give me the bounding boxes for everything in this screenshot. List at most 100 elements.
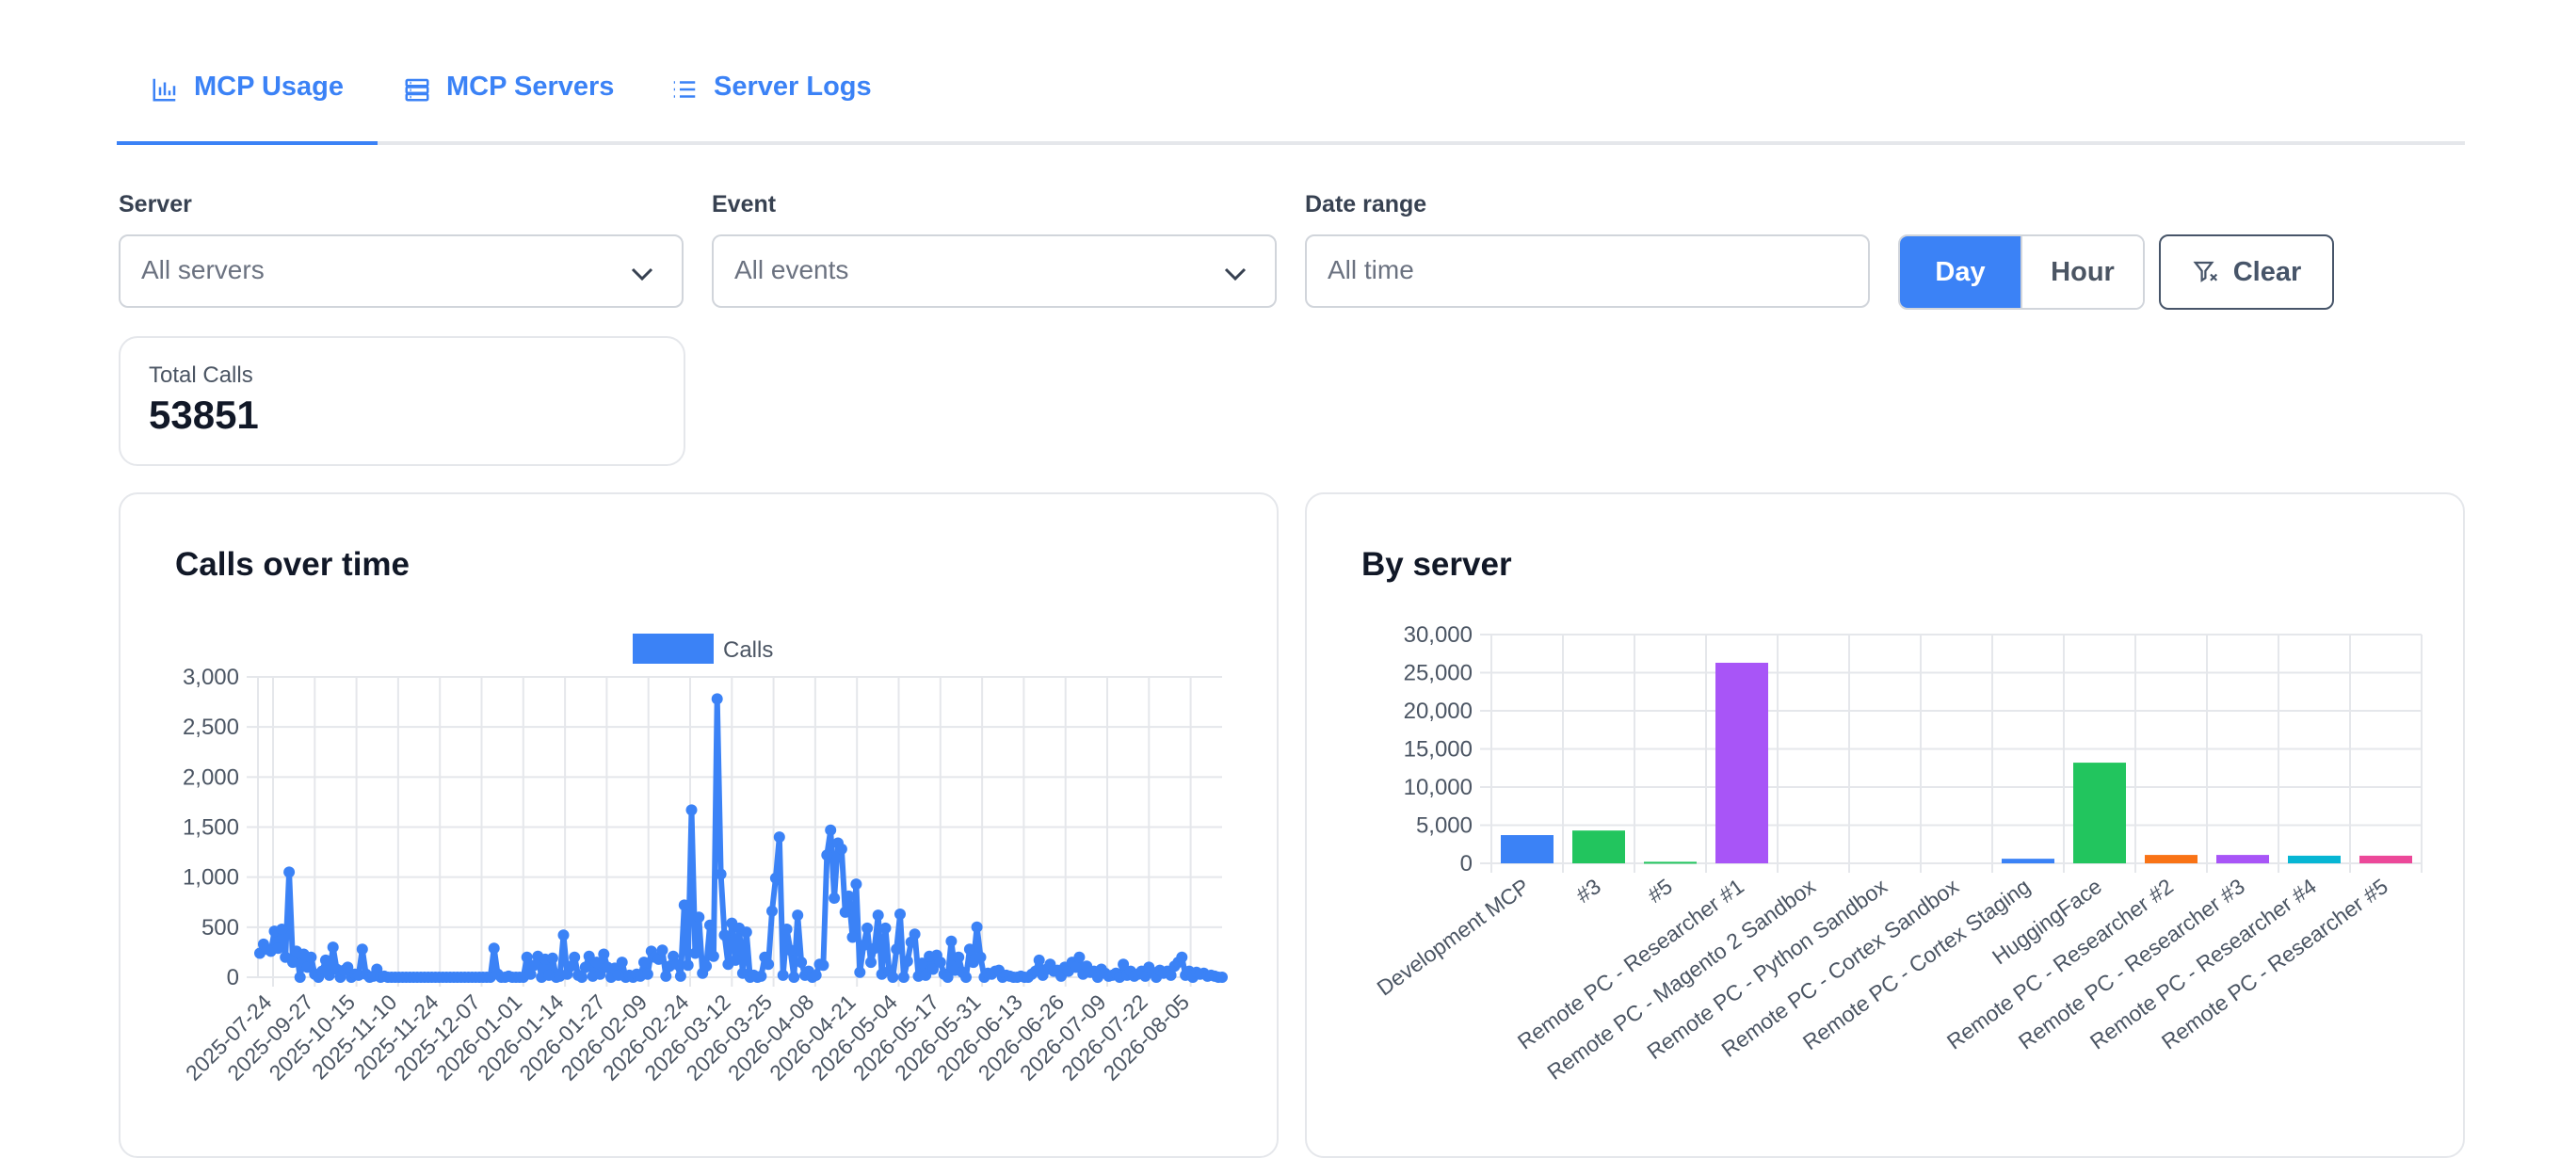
data-point[interactable] — [909, 928, 921, 941]
server-select[interactable]: All servers — [119, 234, 684, 308]
data-point[interactable] — [865, 957, 877, 969]
data-point[interactable] — [638, 957, 650, 969]
data-point[interactable] — [887, 972, 899, 983]
data-point[interactable] — [652, 953, 665, 965]
bar[interactable] — [2359, 855, 2412, 863]
data-point[interactable] — [846, 931, 859, 943]
data-point[interactable] — [1216, 972, 1228, 983]
data-point[interactable] — [718, 929, 731, 941]
legend-swatch[interactable] — [633, 634, 714, 664]
data-point[interactable] — [1176, 951, 1188, 963]
data-point[interactable] — [294, 972, 306, 983]
data-point[interactable] — [287, 957, 298, 969]
data-point[interactable] — [342, 961, 354, 973]
bar[interactable] — [1715, 662, 1768, 863]
bar[interactable] — [1644, 861, 1697, 864]
data-point[interactable] — [777, 969, 789, 981]
event-select[interactable]: All events — [712, 234, 1277, 308]
data-point[interactable] — [685, 804, 698, 816]
data-point[interactable] — [953, 951, 965, 963]
data-point[interactable] — [594, 968, 606, 980]
data-point[interactable] — [1165, 969, 1177, 981]
data-point[interactable] — [894, 909, 906, 920]
data-point[interactable] — [711, 693, 723, 705]
data-point[interactable] — [839, 906, 851, 918]
data-point[interactable] — [858, 940, 870, 951]
data-point[interactable] — [656, 944, 668, 957]
data-point[interactable] — [301, 961, 314, 973]
data-point[interactable] — [276, 924, 288, 935]
data-point[interactable] — [569, 951, 581, 963]
data-point[interactable] — [660, 970, 672, 982]
data-point[interactable] — [704, 919, 716, 931]
data-point[interactable] — [319, 954, 331, 966]
data-point[interactable] — [825, 824, 837, 836]
data-point[interactable] — [678, 899, 690, 911]
data-point[interactable] — [868, 942, 880, 955]
data-point[interactable] — [942, 972, 954, 983]
data-point[interactable] — [843, 890, 855, 902]
data-point[interactable] — [934, 957, 946, 969]
data-point[interactable] — [689, 947, 701, 959]
data-point[interactable] — [565, 960, 577, 973]
data-point[interactable] — [272, 942, 284, 955]
data-point[interactable] — [488, 942, 500, 955]
data-point[interactable] — [872, 909, 884, 922]
data-point[interactable] — [579, 961, 591, 973]
data-point[interactable] — [916, 957, 928, 970]
data-point[interactable] — [927, 963, 939, 975]
data-point[interactable] — [861, 922, 874, 934]
data-point[interactable] — [305, 951, 317, 963]
data-point[interactable] — [773, 831, 785, 844]
data-point[interactable] — [283, 866, 296, 878]
data-point[interactable] — [557, 929, 570, 941]
data-point[interactable] — [682, 959, 694, 972]
data-point[interactable] — [901, 956, 913, 967]
data-point[interactable] — [850, 878, 862, 891]
data-point[interactable] — [528, 959, 540, 972]
data-point[interactable] — [1070, 961, 1082, 973]
data-point[interactable] — [960, 972, 972, 983]
hour-button[interactable]: Hour — [2021, 236, 2143, 308]
bar[interactable] — [1501, 835, 1554, 863]
bar[interactable] — [2288, 855, 2341, 863]
day-button[interactable]: Day — [1900, 236, 2021, 308]
data-point[interactable] — [829, 893, 841, 904]
data-point[interactable] — [1033, 954, 1045, 966]
data-point[interactable] — [671, 958, 683, 971]
data-point[interactable] — [590, 957, 603, 969]
data-point[interactable] — [693, 911, 705, 924]
tab-mcp-servers[interactable]: MCP Servers — [403, 72, 614, 141]
data-point[interactable] — [792, 909, 804, 922]
data-point[interactable] — [810, 969, 822, 981]
data-point[interactable] — [781, 924, 793, 935]
bar[interactable] — [2145, 855, 2198, 863]
clear-filters-button[interactable]: Clear — [2159, 234, 2334, 310]
data-point[interactable] — [897, 972, 910, 983]
data-point[interactable] — [546, 952, 558, 964]
data-point[interactable] — [1073, 951, 1086, 963]
data-point[interactable] — [674, 970, 686, 982]
data-point[interactable] — [715, 868, 727, 880]
data-point[interactable] — [817, 959, 829, 972]
data-point[interactable] — [730, 954, 742, 966]
data-point[interactable] — [700, 960, 713, 973]
data-point[interactable] — [963, 943, 975, 956]
bar[interactable] — [2073, 763, 2126, 863]
data-point[interactable] — [788, 972, 800, 983]
data-point[interactable] — [766, 905, 778, 917]
data-point[interactable] — [821, 849, 833, 861]
tab-server-logs[interactable]: Server Logs — [670, 72, 872, 141]
data-point[interactable] — [763, 958, 775, 971]
data-point[interactable] — [784, 944, 797, 957]
data-point[interactable] — [854, 966, 866, 978]
data-point[interactable] — [740, 926, 752, 939]
bar[interactable] — [2002, 859, 2054, 863]
data-point[interactable] — [524, 968, 537, 980]
data-point[interactable] — [835, 843, 847, 855]
data-point[interactable] — [616, 957, 628, 969]
data-point[interactable] — [879, 922, 892, 934]
data-point[interactable] — [974, 951, 987, 963]
tab-mcp-usage[interactable]: MCP Usage — [116, 72, 378, 145]
bar[interactable] — [2216, 855, 2269, 863]
